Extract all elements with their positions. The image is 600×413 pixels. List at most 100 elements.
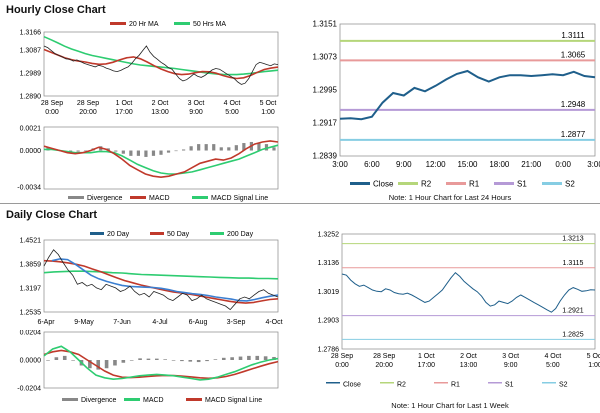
level-label-s2: 1.2877 [561, 130, 586, 139]
divergence-bar [151, 150, 156, 156]
legend-label: S2 [565, 180, 575, 189]
y-tick-label: 1.2839 [313, 152, 338, 161]
x-tick-label: 3:00 [587, 160, 600, 169]
x-tick-label: 4 Oct [544, 353, 561, 360]
x-tick-label: 9:00 [504, 362, 518, 369]
y-tick-label: 1.3151 [313, 20, 338, 29]
plot-frame [43, 239, 279, 313]
legend-swatch [110, 22, 126, 25]
level-label-s1: 1.2948 [561, 100, 586, 109]
divergence-bar [189, 146, 193, 151]
hourly-24h-chart: 1.3151 1.3073 1.2995 1.2917 1.2839 1.3111 1.30… [313, 20, 600, 189]
legend-swatch [192, 196, 208, 199]
y-tick-label: 0.0021 [20, 126, 42, 133]
y-tick-label: 1.3859 [20, 262, 42, 269]
x-tick-label: 5 Oct [587, 353, 600, 360]
y-tick-label: 1.3136 [318, 260, 340, 267]
x-tick-label: 28 Sep [331, 353, 353, 360]
divergence-bar [227, 147, 231, 151]
y-tick-label: 1.2995 [313, 86, 338, 95]
y-tick-label: 1.2917 [313, 119, 338, 128]
x-tick-label: 5 Oct [260, 100, 277, 107]
level-label-r1: 1.3115 [563, 260, 584, 267]
x-tick-label: 3:00 [332, 160, 348, 169]
divergence-bar [138, 358, 142, 360]
divergence-bar [121, 360, 126, 363]
legend-label: 20 Hr MA [129, 21, 159, 28]
legend-swatch [494, 182, 514, 185]
divergence-bar [104, 360, 109, 369]
legend-swatch [380, 382, 394, 384]
x-tick-label: 21:00 [521, 160, 542, 169]
hourly-section-title: Hourly Close Chart [6, 4, 106, 16]
divergence-bar [163, 359, 167, 360]
legend-label: Close [373, 180, 394, 189]
legend-swatch [174, 22, 190, 25]
legend-swatch [186, 398, 202, 401]
legend-label: 20 Day [107, 231, 130, 238]
divergence-bar [205, 360, 209, 362]
x-tick-label: 28 Sep [41, 100, 63, 107]
x-tick-label: 3 Oct [188, 100, 205, 107]
legend-label: R1 [451, 382, 460, 389]
legend-label: R1 [469, 180, 480, 189]
divergence-bar [174, 150, 178, 152]
legend-swatch [68, 196, 84, 199]
legend-label: R2 [397, 382, 406, 389]
legend-swatch [542, 182, 562, 185]
divergence-bar [146, 358, 151, 360]
divergence-bar [238, 356, 243, 360]
legend-label: 200 Day [227, 231, 254, 238]
plot-frame [43, 126, 279, 190]
legend-label: S1 [517, 180, 527, 189]
y-tick-label: 1.3073 [313, 53, 338, 62]
y-tick-label: 1.3166 [20, 29, 42, 36]
divergence-bar [62, 355, 67, 360]
x-tick-label: 13:00 [460, 362, 478, 369]
divergence-bar [113, 360, 117, 366]
x-tick-label: 2 Oct [460, 353, 477, 360]
close-line [43, 45, 279, 85]
y-tick-label: 1.3087 [20, 48, 42, 55]
x-tick-label: 17:00 [418, 362, 436, 369]
divergence-bar [188, 360, 193, 362]
divergence-bar [255, 355, 260, 360]
x-tick-label: 20:00 [375, 362, 393, 369]
hourly-price-chart: 20 Hr MA 50 Hrs MA 1.3166 1.3087 1.2989 1.289… [20, 21, 279, 116]
divergence-bar [144, 150, 148, 157]
level-label-r2: 1.3111 [561, 31, 585, 40]
x-tick-label: 15:00 [457, 160, 478, 169]
legend-swatch [488, 382, 502, 384]
legend-swatch [542, 382, 556, 384]
y-tick-label: 1.2786 [318, 347, 340, 354]
legend-label: R2 [421, 180, 432, 189]
divergence-bar [136, 150, 140, 156]
y-tick-label: 0.0000 [20, 358, 42, 365]
legend-swatch [446, 182, 466, 185]
divergence-bar [180, 360, 184, 362]
legend-swatch [90, 232, 104, 235]
x-tick-label: 7-Jun [113, 319, 131, 326]
legend-swatch [62, 398, 78, 401]
divergence-bar [182, 149, 186, 151]
divergence-bar [96, 360, 101, 370]
macd-line [43, 345, 279, 381]
x-tick-label: 28 Sep [77, 100, 99, 107]
divergence-bar [212, 144, 216, 151]
divergence-bar [106, 148, 110, 151]
divergence-bar [221, 357, 226, 360]
divergence-bar [197, 144, 201, 151]
x-tick-label: 1:00 [588, 362, 600, 369]
divergence-bar [204, 144, 208, 151]
legend-label: MACD [143, 397, 164, 404]
x-tick-label: 0:00 [335, 362, 349, 369]
divergence-bar [121, 150, 125, 154]
daily-section-title: Daily Close Chart [6, 209, 98, 221]
divergence-bar [155, 358, 159, 360]
x-tick-label: 1 Oct [116, 100, 133, 107]
signal-line [43, 349, 279, 380]
weekly-close-note: Note: 1 Hour Chart for Last 1 Week [391, 401, 509, 410]
x-tick-label: 12:00 [426, 160, 447, 169]
daily-price-chart: 20 Day 50 Day 200 Day 1.4521 1.3859 1.3197 1.2… [20, 231, 283, 326]
y-tick-label: 1.3197 [20, 286, 42, 293]
